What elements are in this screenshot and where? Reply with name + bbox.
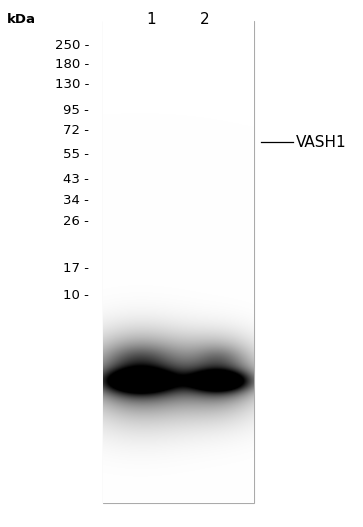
Text: 43 -: 43 -	[63, 173, 89, 186]
Text: 1: 1	[146, 12, 155, 27]
Text: 95 -: 95 -	[63, 104, 89, 117]
Text: VASH1: VASH1	[296, 135, 346, 150]
Text: 17 -: 17 -	[63, 262, 89, 275]
Text: 2: 2	[200, 12, 210, 27]
Text: 250 -: 250 -	[54, 40, 89, 52]
Text: 55 -: 55 -	[63, 149, 89, 161]
Text: kDa: kDa	[7, 13, 36, 26]
Text: 10 -: 10 -	[63, 289, 89, 301]
FancyBboxPatch shape	[103, 21, 254, 503]
Text: 72 -: 72 -	[63, 124, 89, 137]
Text: 34 -: 34 -	[63, 194, 89, 207]
Text: 180 -: 180 -	[55, 58, 89, 71]
Text: 130 -: 130 -	[54, 78, 89, 91]
Text: 26 -: 26 -	[63, 215, 89, 228]
